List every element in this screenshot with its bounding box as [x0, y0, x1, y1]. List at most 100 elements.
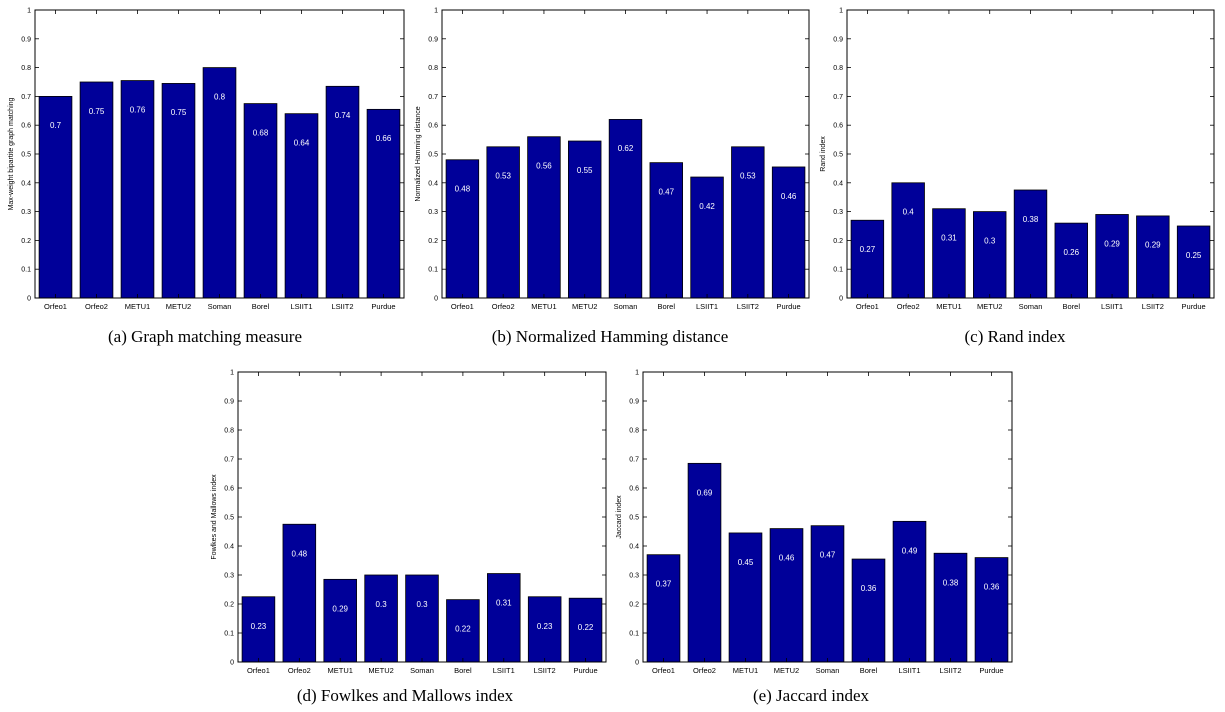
bar-value-label: 0.47 [658, 187, 674, 196]
bar-value-label: 0.23 [251, 622, 267, 631]
y-tick-label: 0.9 [224, 399, 234, 406]
bar [973, 211, 1007, 299]
x-tick-label: Soman [1019, 302, 1043, 311]
y-tick-label: 0.8 [224, 428, 234, 435]
bar-value-label: 0.68 [253, 128, 269, 137]
y-axis-label: Max-weight bipartite graph matching [8, 97, 15, 210]
chart-panel-a: 0.7 0.75 0.76 0.75 0.8 0.68 0.64 0.74 0.66 0 0.1 0.… [0, 0, 410, 356]
bar-value-label: 0.8 [214, 92, 226, 101]
x-tick-label: LSIIT1 [1101, 302, 1123, 311]
bar-value-label: 0.46 [779, 554, 795, 563]
chart-panel-d: 0.23 0.48 0.29 0.3 0.3 0.22 0.31 0.23 0.22 0 0.1 0.… [200, 362, 610, 712]
y-tick-label: 0.5 [428, 152, 438, 159]
y-tick-label: 0.1 [21, 267, 31, 274]
bar-value-label: 0.7 [50, 121, 62, 130]
bar [1054, 222, 1088, 299]
bar-value-label: 0.26 [1063, 248, 1079, 257]
bar-value-label: 0.38 [1023, 215, 1039, 224]
y-tick-label: 0.2 [224, 602, 234, 609]
y-tick-label: 1 [27, 8, 31, 15]
bar [974, 557, 1009, 663]
y-tick-label: 1 [434, 8, 438, 15]
bar [364, 574, 398, 663]
x-tick-label: METU1 [531, 302, 556, 311]
y-tick-label: 0.9 [21, 36, 31, 43]
x-tick-label: METU1 [328, 666, 353, 675]
x-tick-label: Borel [454, 666, 472, 675]
chart-caption: (a) Graph matching measure [108, 327, 302, 346]
x-tick-label: Soman [208, 302, 232, 311]
bar [810, 525, 845, 663]
bar-value-label: 0.42 [699, 202, 715, 211]
bar-value-label: 0.27 [860, 245, 876, 254]
x-tick-label: LSIIT2 [1142, 302, 1164, 311]
chart-panel-b: 0.48 0.53 0.56 0.55 0.62 0.47 0.42 0.53 0.46 0 0.1… [405, 0, 815, 356]
y-tick-label: 0.6 [629, 486, 639, 493]
y-axis-label: Normalized Hamming distance [415, 106, 422, 201]
bar [933, 552, 968, 663]
y-axis-label: Fowlkes and Mallows index [211, 474, 218, 560]
x-tick-label: METU1 [733, 666, 758, 675]
x-tick-label: Orfeo1 [856, 302, 879, 311]
y-axis-label: Rand index [820, 136, 827, 172]
bar-value-label: 0.74 [335, 111, 351, 120]
bar-chart-b: 0.48 0.53 0.56 0.55 0.62 0.47 0.42 0.53 0.46 0 0.1… [415, 8, 810, 311]
y-tick-label: 0.6 [428, 123, 438, 130]
y-tick-label: 0 [839, 296, 843, 303]
bar [1013, 189, 1048, 299]
bar-value-label: 0.46 [781, 192, 797, 201]
bar-value-label: 0.75 [89, 107, 105, 116]
y-tick-label: 0.7 [21, 94, 31, 101]
x-tick-label: Orfeo2 [85, 302, 108, 311]
bar [120, 80, 155, 299]
y-tick-label: 0.1 [629, 631, 639, 638]
x-tick-label: Orfeo2 [492, 302, 515, 311]
bar [892, 520, 927, 663]
y-tick-label: 0.8 [21, 65, 31, 72]
y-tick-label: 0.7 [428, 94, 438, 101]
y-tick-label: 0.5 [21, 152, 31, 159]
bar-value-label: 0.56 [536, 162, 552, 171]
x-tick-label: METU2 [166, 302, 191, 311]
x-tick-label: Purdue [371, 302, 395, 311]
bar-value-label: 0.66 [376, 134, 392, 143]
bar [731, 146, 765, 299]
y-tick-label: 0 [434, 296, 438, 303]
y-tick-label: 1 [839, 8, 843, 15]
bar-chart-c: 0.270.40.31 0.30.380.260.29 0.290.2500.10.… [820, 8, 1215, 311]
x-tick-label: LSIIT1 [898, 666, 920, 675]
bar [284, 113, 319, 299]
y-tick-label: 0.8 [833, 65, 843, 72]
y-tick-label: 0.1 [428, 267, 438, 274]
bar [405, 574, 439, 663]
y-tick-label: 0 [230, 660, 234, 667]
bar [241, 596, 276, 663]
bar [769, 528, 804, 663]
x-tick-label: LSIIT2 [331, 302, 353, 311]
chart-panel-e: 0.37 0.69 0.45 0.46 0.47 0.36 0.49 0.38 0.36 0 0.1… [606, 362, 1016, 712]
bar-value-label: 0.31 [941, 234, 957, 243]
bar-value-label: 0.3 [376, 600, 388, 609]
bar [851, 558, 886, 663]
y-tick-label: 0.2 [428, 238, 438, 245]
y-tick-label: 0.8 [629, 428, 639, 435]
y-tick-label: 1 [635, 370, 639, 377]
bar [568, 140, 602, 299]
bar-value-label: 0.76 [130, 105, 146, 114]
x-tick-label: Orfeo1 [652, 666, 675, 675]
x-tick-label: METU2 [368, 666, 393, 675]
bar-value-label: 0.55 [577, 166, 593, 175]
bar [445, 159, 480, 299]
bar-value-label: 0.48 [292, 549, 308, 558]
bar-value-label: 0.48 [455, 185, 471, 194]
bar [608, 119, 643, 299]
chart-panel-c: 0.27 0.4 0.31 0.3 0.38 0.26 0.29 0.29 0.25 0 0.1 0.… [810, 0, 1220, 356]
y-tick-label: 0.4 [224, 544, 234, 551]
bar-value-label: 0.53 [495, 172, 511, 181]
bar-value-label: 0.4 [903, 208, 915, 217]
y-tick-label: 0.4 [21, 180, 31, 187]
x-tick-label: Purdue [1182, 302, 1206, 311]
bar-value-label: 0.38 [943, 578, 959, 587]
x-tick-label: Borel [658, 302, 676, 311]
y-tick-label: 0.7 [629, 457, 639, 464]
